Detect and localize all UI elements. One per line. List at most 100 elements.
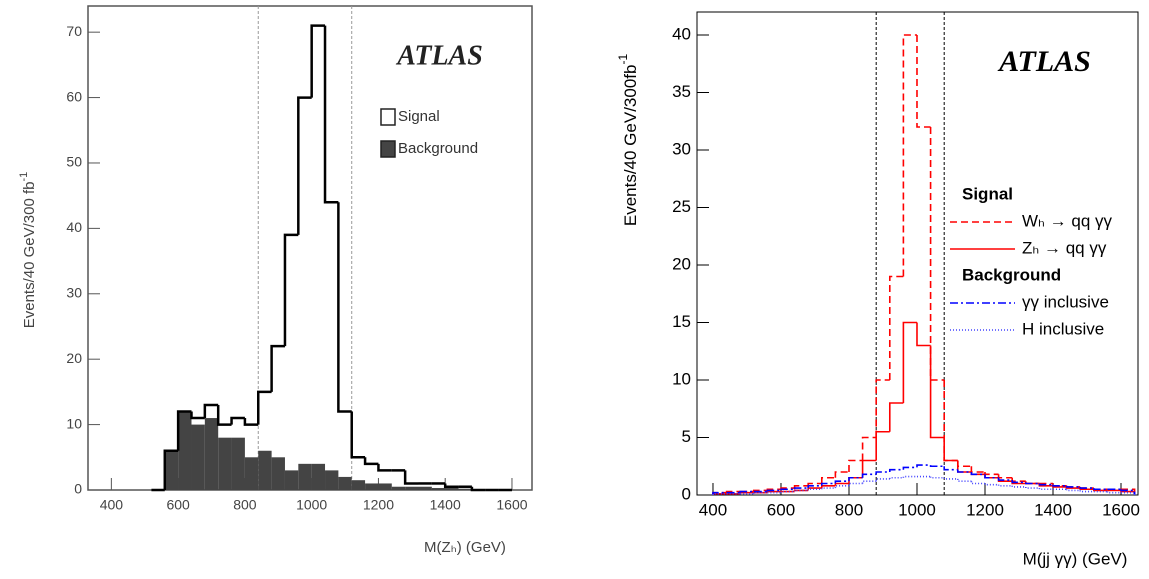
- histogram-step: [997, 474, 1013, 479]
- histogram-step: [270, 344, 285, 392]
- histogram-step: [943, 437, 958, 462]
- plot-frame: [87, 5, 533, 491]
- histogram-step: [712, 493, 727, 495]
- x-tick-label: 1000: [296, 497, 327, 513]
- x-tick-label: 400: [699, 500, 727, 519]
- histogram-step: [216, 404, 232, 426]
- histogram-step: [875, 471, 890, 475]
- histogram-step: [929, 476, 945, 479]
- histogram-step: [834, 471, 849, 478]
- histogram-bar: [418, 486, 432, 490]
- histogram-bar: [164, 450, 179, 490]
- legend-label: Background: [398, 140, 478, 157]
- histogram-step: [1011, 477, 1026, 482]
- histogram-step: [807, 488, 822, 491]
- histogram-step: [203, 403, 219, 419]
- y-tick-label: 0: [682, 484, 691, 503]
- histogram-step: [780, 488, 795, 491]
- y-axis-label: Events/40 GeV/300 fb-1: [18, 172, 38, 329]
- histogram-step: [875, 379, 890, 438]
- histogram-step: [1065, 485, 1081, 488]
- histogram-bar: [325, 470, 339, 490]
- histogram-step: [176, 410, 192, 451]
- x-tick-label: 800: [233, 497, 257, 513]
- histogram-step: [916, 464, 931, 468]
- histogram-step: [848, 459, 863, 472]
- histogram-step: [283, 233, 299, 347]
- histogram-step: [323, 25, 339, 204]
- histogram-step: [875, 430, 890, 461]
- histogram-bar: [351, 480, 366, 490]
- histogram-step: [888, 275, 904, 380]
- legend-label: Signal: [398, 108, 440, 125]
- histogram-step: [861, 459, 877, 478]
- histogram-bar: [244, 457, 259, 490]
- x-tick-label: 800: [835, 500, 863, 519]
- y-axis-label: Events/40 GeV/300fb-1: [616, 54, 640, 227]
- histogram-step: [243, 418, 259, 426]
- histogram-step: [902, 321, 917, 403]
- histogram-bar: [338, 476, 352, 490]
- histogram-step: [997, 477, 1013, 481]
- histogram-step: [929, 345, 945, 439]
- histogram-step: [820, 482, 836, 486]
- legend-swatch: [380, 108, 396, 126]
- y-tick-label: 30: [672, 139, 691, 158]
- histogram-step: [848, 476, 863, 484]
- histogram-step: [230, 416, 245, 425]
- x-tick-label: 400: [100, 497, 124, 513]
- y-tick-label: 0: [74, 481, 82, 497]
- histogram-bar: [378, 483, 392, 490]
- histogram-bar: [445, 488, 459, 490]
- x-axis-label: M(jj γγ) (GeV): [1023, 549, 1128, 568]
- histogram-step: [163, 449, 179, 490]
- legend-label: Wₕ → qq γγ: [1022, 211, 1112, 230]
- histogram-step: [1079, 490, 1094, 493]
- histogram-bar: [405, 486, 419, 490]
- histogram-step: [297, 96, 312, 235]
- histogram-step: [834, 485, 849, 489]
- histogram-step: [916, 322, 931, 347]
- x-tick-label: 1400: [430, 497, 461, 513]
- histogram-step: [363, 457, 379, 466]
- histogram-step: [902, 466, 917, 470]
- x-tick-label: 1000: [898, 500, 936, 519]
- histogram-step: [943, 466, 958, 471]
- histogram-step: [443, 483, 459, 488]
- histogram-step: [861, 436, 877, 461]
- y-tick-label: 60: [66, 88, 82, 104]
- histogram-step: [793, 487, 809, 490]
- histogram-step: [970, 472, 985, 476]
- histogram-step: [1024, 482, 1040, 485]
- legend-label: γγ inclusive: [1022, 292, 1109, 311]
- histogram-bar: [178, 411, 192, 490]
- histogram-step: [752, 491, 768, 494]
- histogram-step: [875, 478, 890, 482]
- y-tick-label: 40: [66, 219, 82, 235]
- histogram-step: [902, 475, 917, 478]
- y-axis-label-superscript: -1: [18, 172, 30, 182]
- histogram-step: [1011, 480, 1026, 484]
- y-tick-label: 5: [682, 427, 691, 446]
- histogram-step: [190, 411, 205, 420]
- y-tick-label: 70: [66, 23, 82, 39]
- histogram-step: [956, 469, 972, 473]
- histogram-step: [943, 477, 958, 480]
- histogram-step: [310, 24, 326, 98]
- x-tick-label: 1200: [363, 497, 394, 513]
- histogram-step: [984, 472, 999, 476]
- histogram-bar: [298, 463, 312, 490]
- histogram-step: [984, 483, 999, 486]
- histogram-step: [970, 466, 985, 473]
- histogram-step: [902, 34, 917, 277]
- histogram-bar: [231, 437, 245, 490]
- histogram-step: [929, 127, 945, 381]
- histogram-step: [1052, 484, 1067, 487]
- x-axis-label: M(Zₕ) (GeV): [424, 539, 506, 556]
- histogram-step: [888, 468, 904, 472]
- histogram-step: [861, 473, 877, 478]
- x-tick-label: 1600: [496, 497, 527, 513]
- y-tick-label: 30: [66, 284, 82, 300]
- x-tick-label: 600: [767, 500, 795, 519]
- histogram-bar: [284, 470, 299, 490]
